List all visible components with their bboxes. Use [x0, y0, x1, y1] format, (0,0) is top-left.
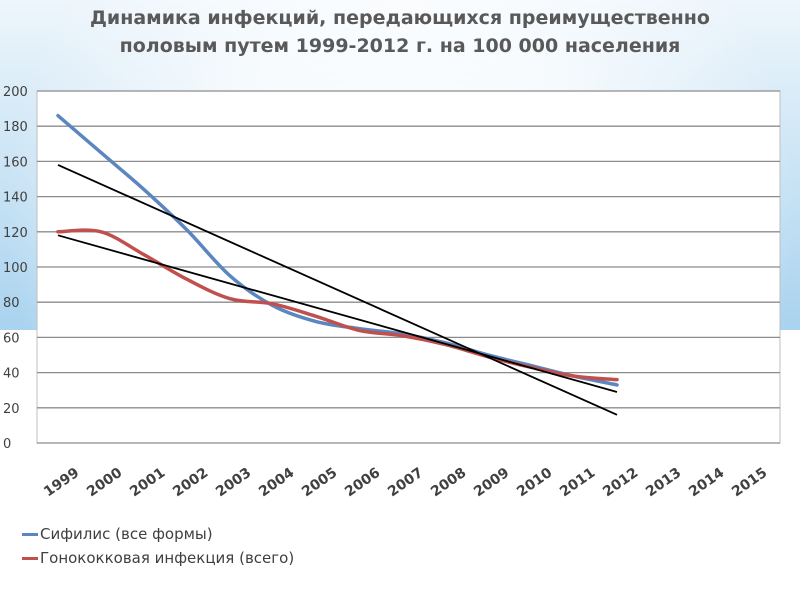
x-tick-label-2015: 2015	[729, 465, 770, 500]
y-tick-label-200: 200	[3, 85, 28, 100]
y-tick-label-0: 0	[3, 437, 11, 452]
y-tick-label-140: 140	[3, 191, 28, 206]
x-tick-label-2007: 2007	[385, 465, 426, 500]
y-tick-label-80: 80	[3, 296, 20, 311]
slide-title: Динамика инфекций, передающихся преимуще…	[40, 4, 760, 60]
y-tick-label-120: 120	[3, 226, 28, 241]
legend-item-syphilis: Сифилис (все формы)	[22, 522, 294, 546]
slide-title-line-1: Динамика инфекций, передающихся преимуще…	[90, 7, 710, 29]
legend-item-gonococcal: Гонококковая инфекция (всего)	[22, 546, 294, 570]
x-tick-label-2008: 2008	[428, 465, 469, 500]
x-tick-label-2000: 2000	[84, 465, 125, 501]
x-tick-label-1999: 1999	[41, 465, 82, 500]
trendline-1	[57, 234, 618, 393]
legend-swatch-gonococcal	[22, 556, 38, 560]
legend-swatch-syphilis	[22, 532, 38, 536]
x-tick-label-2005: 2005	[299, 465, 340, 500]
x-tick-label-2006: 2006	[342, 465, 383, 500]
series-line-0	[56, 113, 619, 387]
y-tick-label-20: 20	[3, 402, 20, 417]
y-tick-label-160: 160	[3, 155, 28, 170]
x-tick-label-2004: 2004	[256, 465, 297, 501]
x-tick-label-2010: 2010	[514, 465, 555, 501]
legend-label-syphilis: Сифилис (все формы)	[40, 525, 213, 543]
chart-legend: Сифилис (все формы) Гонококковая инфекци…	[22, 522, 294, 570]
slide-title-line-2: половым путем 1999-2012 г. на 100 000 на…	[119, 35, 681, 57]
x-tick-label-2003: 2003	[213, 465, 254, 500]
legend-label-gonococcal: Гонококковая инфекция (всего)	[40, 549, 295, 567]
y-tick-label-100: 100	[3, 261, 28, 276]
y-tick-label-180: 180	[3, 120, 28, 135]
x-tick-label-2002: 2002	[170, 465, 211, 500]
x-tick-label-2011: 2011	[557, 465, 598, 500]
y-tick-label-40: 40	[3, 367, 20, 382]
x-tick-label-2013: 2013	[643, 465, 684, 500]
trendline-0	[57, 164, 618, 416]
x-tick-label-2014: 2014	[686, 465, 727, 501]
y-tick-label-60: 60	[3, 331, 20, 346]
x-tick-label-2012: 2012	[600, 465, 641, 500]
x-tick-label-2001: 2001	[127, 465, 168, 500]
x-tick-label-2009: 2009	[471, 465, 512, 500]
